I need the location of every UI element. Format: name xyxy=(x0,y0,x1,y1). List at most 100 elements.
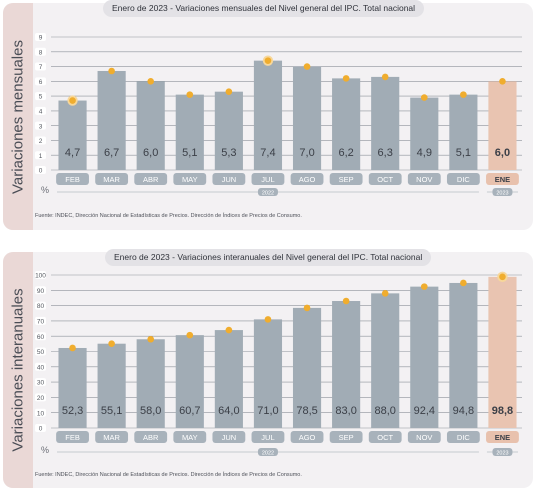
yearly-year-label-2022: 2022 xyxy=(262,451,274,457)
monthly-ytick-label: 6 xyxy=(39,79,43,86)
monthly-category-pill xyxy=(329,173,363,185)
yearly-bar xyxy=(136,339,165,428)
yearly-marker xyxy=(381,290,389,297)
monthly-category-label: JUN xyxy=(222,175,237,184)
monthly-ytick-box xyxy=(35,121,46,130)
yearly-bar xyxy=(253,319,283,428)
yearly-bar xyxy=(410,286,439,428)
monthly-value-label: 4,7 xyxy=(65,147,80,159)
yearly-ytick-box xyxy=(35,424,46,432)
monthly-bar xyxy=(58,100,87,170)
yearly-value-label: 94,8 xyxy=(453,405,474,417)
yearly-marker xyxy=(147,335,155,343)
yearly-category-pill xyxy=(407,431,441,443)
yearly-category-label: OCT xyxy=(377,433,393,442)
yearly-value-label: 78,5 xyxy=(296,405,317,417)
monthly-ytick-label: 8 xyxy=(39,49,43,56)
yearly-bar xyxy=(175,335,204,428)
monthly-category-label: OCT xyxy=(377,175,393,184)
monthly-year-pill-2023 xyxy=(492,188,513,196)
yearly-category-pill xyxy=(251,431,285,443)
yearly-chart-title: Enero de 2023 - Variaciones interanuales… xyxy=(105,249,432,266)
monthly-category-label: SEP xyxy=(339,175,354,184)
yearly-bar xyxy=(371,293,400,428)
monthly-chart-title: Enero de 2023 - Variaciones mensuales de… xyxy=(103,0,425,17)
monthly-ytick-box xyxy=(35,62,46,71)
monthly-marker xyxy=(147,78,155,85)
monthly-value-label: 4,9 xyxy=(417,147,432,159)
monthly-year-pill-2022 xyxy=(257,188,278,196)
monthly-ytick-box xyxy=(35,33,46,41)
yearly-category-pill xyxy=(446,431,480,443)
yearly-ytick-label: 40 xyxy=(37,364,45,371)
monthly-marker xyxy=(381,73,389,81)
monthly-side-band: Variaciones mensuales xyxy=(3,3,33,230)
monthly-category-pill xyxy=(486,173,519,185)
monthly-ytick-box xyxy=(35,136,46,145)
monthly-category-pill xyxy=(368,173,402,185)
yearly-year-pill-2023 xyxy=(492,448,513,456)
yearly-ytick-box xyxy=(35,316,46,325)
monthly-ytick-label: 1 xyxy=(39,153,43,160)
yearly-ytick-box xyxy=(35,332,46,341)
monthly-ytick-label: 5 xyxy=(39,94,43,101)
monthly-bar xyxy=(292,66,322,170)
monthly-ytick-label: 0 xyxy=(39,168,43,175)
yearly-value-label: 88,0 xyxy=(374,405,395,417)
yearly-category-label: JUN xyxy=(222,433,237,442)
yearly-source-note: Fuente: INDEC, Dirección Nacional de Est… xyxy=(35,472,302,478)
monthly-marker xyxy=(499,78,506,85)
monthly-ytick-box xyxy=(35,77,46,86)
monthly-value-label: 6,2 xyxy=(338,147,353,159)
yearly-bar xyxy=(58,347,87,428)
monthly-bar xyxy=(136,81,165,170)
yearly-category-pill xyxy=(212,431,246,443)
monthly-bar xyxy=(175,94,204,170)
yearly-bar xyxy=(292,307,322,428)
yearly-ytick-box xyxy=(35,393,46,402)
yearly-value-label: 83,0 xyxy=(335,405,356,417)
monthly-category-pill xyxy=(173,173,207,185)
monthly-bar xyxy=(488,81,517,170)
monthly-category-pill xyxy=(212,173,246,185)
monthly-value-label: 6,0 xyxy=(143,147,158,159)
monthly-marker xyxy=(108,67,115,75)
yearly-marker xyxy=(499,273,506,281)
yearly-category-pill xyxy=(290,431,324,443)
monthly-value-label: 5,3 xyxy=(221,147,236,159)
yearly-category-label: DIC xyxy=(457,433,471,442)
yearly-year-label-2023: 2023 xyxy=(496,451,508,457)
yearly-ytick-label: 50 xyxy=(37,349,45,356)
yearly-ytick-label: 90 xyxy=(37,288,45,295)
yearly-category-label: MAR xyxy=(103,433,120,442)
yearly-value-label: 71,0 xyxy=(257,405,278,417)
yearly-category-label: ABR xyxy=(143,433,159,442)
yearly-value-label: 92,4 xyxy=(414,405,435,417)
yearly-category-label: SEP xyxy=(339,433,354,442)
monthly-marker xyxy=(264,57,272,64)
yearly-ytick-box xyxy=(35,301,46,310)
yearly-marker xyxy=(69,344,76,352)
monthly-ytick-label: 7 xyxy=(39,64,43,71)
monthly-ytick-box xyxy=(35,92,46,101)
monthly-bar xyxy=(97,70,126,170)
monthly-ytick-label: 4 xyxy=(39,108,43,115)
yearly-unit-label: % xyxy=(41,445,50,455)
monthly-ytick-box xyxy=(35,47,46,56)
yearly-value-label: 52,3 xyxy=(62,405,83,417)
yearly-marker xyxy=(225,326,233,334)
yearly-bar xyxy=(488,276,517,428)
yearly-marker xyxy=(186,331,194,339)
monthly-category-pill xyxy=(95,173,129,185)
monthly-source-note: Fuente: INDEC, Dirección Nacional de Est… xyxy=(35,213,302,219)
yearly-ytick-box xyxy=(35,378,46,387)
yearly-category-label: ENE xyxy=(495,433,510,442)
monthly-bar xyxy=(253,60,283,171)
monthly-year-label-2022: 2022 xyxy=(262,191,274,197)
monthly-marker xyxy=(460,91,467,98)
yearly-bar xyxy=(214,330,243,428)
yearly-ytick-label: 10 xyxy=(37,410,45,417)
yearly-ytick-label: 20 xyxy=(37,395,45,402)
yearly-year-pill-2022 xyxy=(257,448,278,456)
